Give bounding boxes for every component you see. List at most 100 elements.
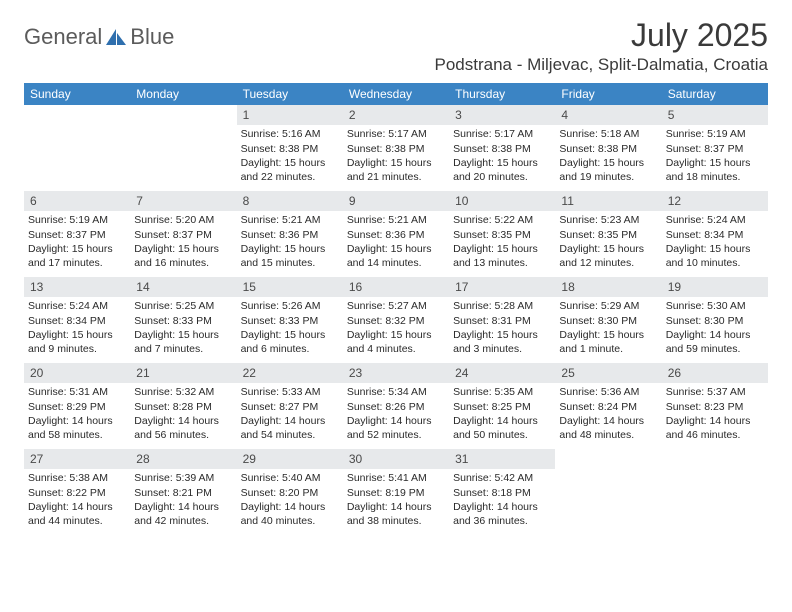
calendar-week-row: ..1Sunrise: 5:16 AMSunset: 8:38 PMDaylig… xyxy=(24,105,768,191)
daylight-line: Daylight: 14 hours and 48 minutes. xyxy=(559,414,657,442)
calendar-day-cell: 26Sunrise: 5:37 AMSunset: 8:23 PMDayligh… xyxy=(662,363,768,449)
header: General Blue July 2025 Podstrana - Milje… xyxy=(24,18,768,75)
sunrise-line: Sunrise: 5:33 AM xyxy=(241,385,339,399)
logo-text-2: Blue xyxy=(130,24,174,50)
calendar-day-cell: 17Sunrise: 5:28 AMSunset: 8:31 PMDayligh… xyxy=(449,277,555,363)
sunrise-line: Sunrise: 5:19 AM xyxy=(666,127,764,141)
day-body: Sunrise: 5:22 AMSunset: 8:35 PMDaylight:… xyxy=(449,211,555,276)
day-number: 28 xyxy=(130,449,236,469)
daylight-line: Daylight: 15 hours and 4 minutes. xyxy=(347,328,445,356)
day-body: Sunrise: 5:40 AMSunset: 8:20 PMDaylight:… xyxy=(237,469,343,534)
sunrise-line: Sunrise: 5:24 AM xyxy=(666,213,764,227)
sunrise-line: Sunrise: 5:23 AM xyxy=(559,213,657,227)
calendar-day-cell: 10Sunrise: 5:22 AMSunset: 8:35 PMDayligh… xyxy=(449,191,555,277)
daylight-line: Daylight: 15 hours and 1 minute. xyxy=(559,328,657,356)
day-body: Sunrise: 5:41 AMSunset: 8:19 PMDaylight:… xyxy=(343,469,449,534)
calendar-day-cell: 18Sunrise: 5:29 AMSunset: 8:30 PMDayligh… xyxy=(555,277,661,363)
daylight-line: Daylight: 15 hours and 14 minutes. xyxy=(347,242,445,270)
sunrise-line: Sunrise: 5:38 AM xyxy=(28,471,126,485)
day-body: Sunrise: 5:42 AMSunset: 8:18 PMDaylight:… xyxy=(449,469,555,534)
calendar-day-cell: 6Sunrise: 5:19 AMSunset: 8:37 PMDaylight… xyxy=(24,191,130,277)
sunrise-line: Sunrise: 5:20 AM xyxy=(134,213,232,227)
sunrise-line: Sunrise: 5:42 AM xyxy=(453,471,551,485)
sunrise-line: Sunrise: 5:21 AM xyxy=(241,213,339,227)
day-body: Sunrise: 5:18 AMSunset: 8:38 PMDaylight:… xyxy=(555,125,661,190)
calendar-day-cell: 14Sunrise: 5:25 AMSunset: 8:33 PMDayligh… xyxy=(130,277,236,363)
sunset-line: Sunset: 8:30 PM xyxy=(559,314,657,328)
sunrise-line: Sunrise: 5:39 AM xyxy=(134,471,232,485)
day-number: 31 xyxy=(449,449,555,469)
day-body: Sunrise: 5:34 AMSunset: 8:26 PMDaylight:… xyxy=(343,383,449,448)
sunrise-line: Sunrise: 5:17 AM xyxy=(347,127,445,141)
day-number: 20 xyxy=(24,363,130,383)
sunrise-line: Sunrise: 5:22 AM xyxy=(453,213,551,227)
day-body: Sunrise: 5:37 AMSunset: 8:23 PMDaylight:… xyxy=(662,383,768,448)
calendar-day-cell: 28Sunrise: 5:39 AMSunset: 8:21 PMDayligh… xyxy=(130,449,236,535)
daylight-line: Daylight: 14 hours and 50 minutes. xyxy=(453,414,551,442)
day-number: 26 xyxy=(662,363,768,383)
day-number: 2 xyxy=(343,105,449,125)
sunset-line: Sunset: 8:38 PM xyxy=(241,142,339,156)
sunset-line: Sunset: 8:32 PM xyxy=(347,314,445,328)
calendar-day-cell: 12Sunrise: 5:24 AMSunset: 8:34 PMDayligh… xyxy=(662,191,768,277)
calendar-day-cell: 19Sunrise: 5:30 AMSunset: 8:30 PMDayligh… xyxy=(662,277,768,363)
day-body: Sunrise: 5:28 AMSunset: 8:31 PMDaylight:… xyxy=(449,297,555,362)
day-number: 8 xyxy=(237,191,343,211)
daylight-line: Daylight: 14 hours and 46 minutes. xyxy=(666,414,764,442)
day-body: Sunrise: 5:39 AMSunset: 8:21 PMDaylight:… xyxy=(130,469,236,534)
sunset-line: Sunset: 8:38 PM xyxy=(453,142,551,156)
sunset-line: Sunset: 8:23 PM xyxy=(666,400,764,414)
day-number: 10 xyxy=(449,191,555,211)
sunset-line: Sunset: 8:21 PM xyxy=(134,486,232,500)
calendar-empty-cell: . xyxy=(24,105,130,191)
sunset-line: Sunset: 8:34 PM xyxy=(28,314,126,328)
day-number: 29 xyxy=(237,449,343,469)
day-number: 5 xyxy=(662,105,768,125)
day-number: 24 xyxy=(449,363,555,383)
location-subtitle: Podstrana - Miljevac, Split-Dalmatia, Cr… xyxy=(434,55,768,75)
calendar-day-cell: 24Sunrise: 5:35 AMSunset: 8:25 PMDayligh… xyxy=(449,363,555,449)
daylight-line: Daylight: 14 hours and 54 minutes. xyxy=(241,414,339,442)
day-number: 1 xyxy=(237,105,343,125)
daylight-line: Daylight: 15 hours and 16 minutes. xyxy=(134,242,232,270)
calendar-empty-cell: . xyxy=(662,449,768,535)
day-body: Sunrise: 5:17 AMSunset: 8:38 PMDaylight:… xyxy=(449,125,555,190)
daylight-line: Daylight: 14 hours and 44 minutes. xyxy=(28,500,126,528)
calendar-day-cell: 29Sunrise: 5:40 AMSunset: 8:20 PMDayligh… xyxy=(237,449,343,535)
day-number: 6 xyxy=(24,191,130,211)
calendar-week-row: 13Sunrise: 5:24 AMSunset: 8:34 PMDayligh… xyxy=(24,277,768,363)
daylight-line: Daylight: 15 hours and 6 minutes. xyxy=(241,328,339,356)
day-number: 18 xyxy=(555,277,661,297)
sunset-line: Sunset: 8:37 PM xyxy=(28,228,126,242)
daylight-line: Daylight: 14 hours and 36 minutes. xyxy=(453,500,551,528)
daylight-line: Daylight: 15 hours and 20 minutes. xyxy=(453,156,551,184)
calendar-day-cell: 1Sunrise: 5:16 AMSunset: 8:38 PMDaylight… xyxy=(237,105,343,191)
day-body: Sunrise: 5:35 AMSunset: 8:25 PMDaylight:… xyxy=(449,383,555,448)
day-body: Sunrise: 5:38 AMSunset: 8:22 PMDaylight:… xyxy=(24,469,130,534)
day-number: 22 xyxy=(237,363,343,383)
sunrise-line: Sunrise: 5:25 AM xyxy=(134,299,232,313)
calendar-week-row: 27Sunrise: 5:38 AMSunset: 8:22 PMDayligh… xyxy=(24,449,768,535)
logo: General Blue xyxy=(24,24,174,50)
sunrise-line: Sunrise: 5:21 AM xyxy=(347,213,445,227)
calendar-day-cell: 27Sunrise: 5:38 AMSunset: 8:22 PMDayligh… xyxy=(24,449,130,535)
sunset-line: Sunset: 8:28 PM xyxy=(134,400,232,414)
sunrise-line: Sunrise: 5:27 AM xyxy=(347,299,445,313)
sunset-line: Sunset: 8:35 PM xyxy=(453,228,551,242)
calendar-day-cell: 30Sunrise: 5:41 AMSunset: 8:19 PMDayligh… xyxy=(343,449,449,535)
daylight-line: Daylight: 14 hours and 38 minutes. xyxy=(347,500,445,528)
daylight-line: Daylight: 14 hours and 56 minutes. xyxy=(134,414,232,442)
sunrise-line: Sunrise: 5:35 AM xyxy=(453,385,551,399)
sunset-line: Sunset: 8:20 PM xyxy=(241,486,339,500)
sunrise-line: Sunrise: 5:40 AM xyxy=(241,471,339,485)
day-number: 30 xyxy=(343,449,449,469)
calendar-day-cell: 21Sunrise: 5:32 AMSunset: 8:28 PMDayligh… xyxy=(130,363,236,449)
sunset-line: Sunset: 8:24 PM xyxy=(559,400,657,414)
calendar-week-row: 20Sunrise: 5:31 AMSunset: 8:29 PMDayligh… xyxy=(24,363,768,449)
day-number: 23 xyxy=(343,363,449,383)
calendar-day-cell: 23Sunrise: 5:34 AMSunset: 8:26 PMDayligh… xyxy=(343,363,449,449)
calendar-day-cell: 31Sunrise: 5:42 AMSunset: 8:18 PMDayligh… xyxy=(449,449,555,535)
weekday-header-row: SundayMondayTuesdayWednesdayThursdayFrid… xyxy=(24,83,768,105)
sunset-line: Sunset: 8:36 PM xyxy=(347,228,445,242)
calendar: SundayMondayTuesdayWednesdayThursdayFrid… xyxy=(24,83,768,535)
